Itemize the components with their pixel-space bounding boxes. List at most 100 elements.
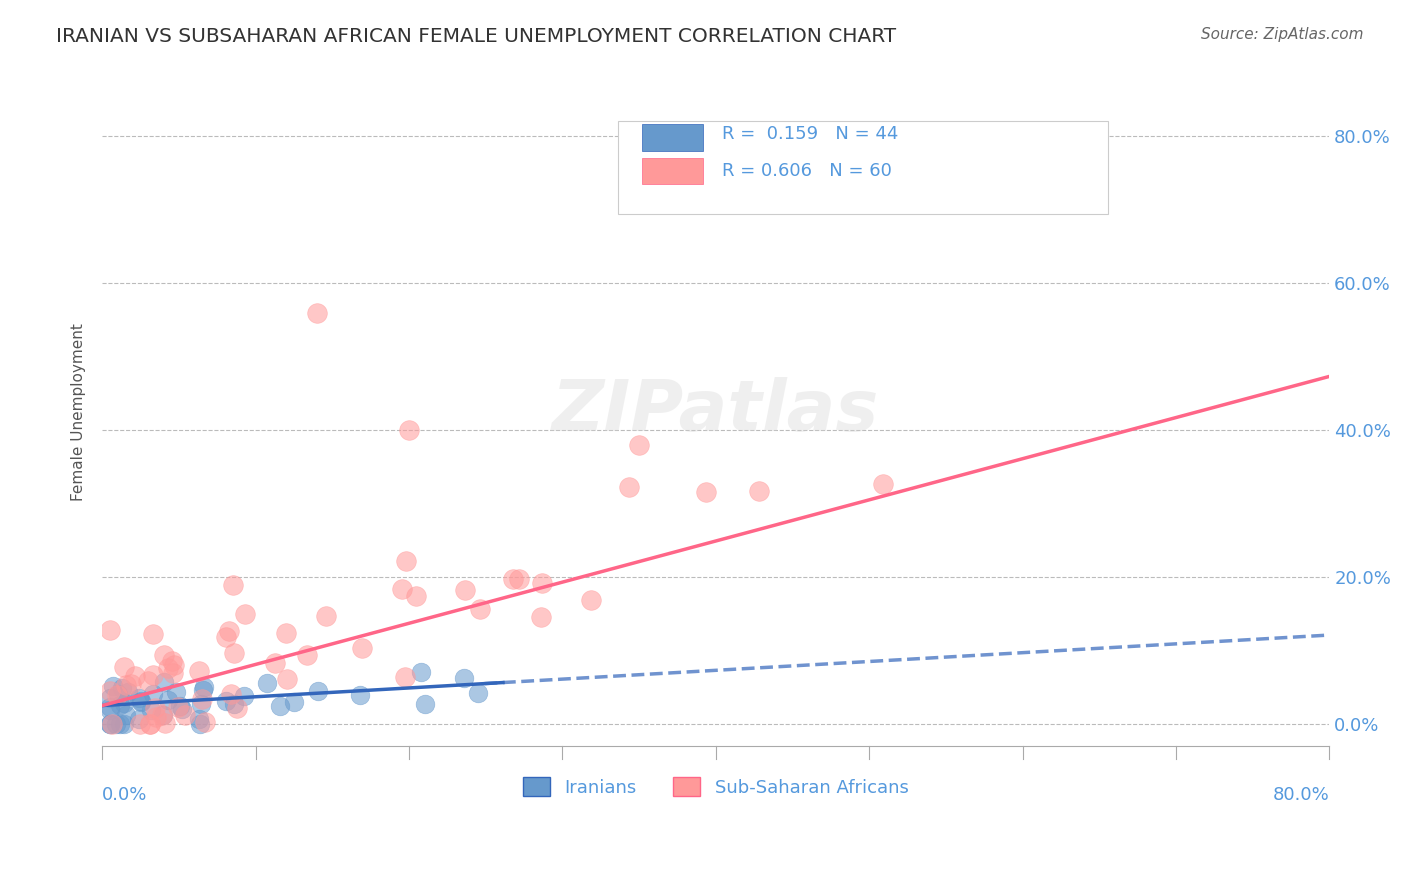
Point — [112, 660, 135, 674]
Point — [191, 683, 214, 698]
Point — [174, 707, 197, 722]
Point — [415, 697, 437, 711]
Point — [112, 696, 135, 710]
Point — [128, 690, 150, 705]
Point — [98, 717, 121, 731]
Point — [111, 681, 134, 695]
Y-axis label: Female Unemployment: Female Unemployment — [72, 323, 86, 500]
Point — [124, 668, 146, 682]
Point — [98, 690, 121, 705]
Point — [305, 305, 328, 319]
Point — [283, 695, 305, 709]
Point — [502, 573, 524, 587]
Point — [114, 677, 136, 691]
Point — [218, 624, 240, 639]
Point — [350, 641, 373, 656]
Point — [129, 695, 152, 709]
Point — [269, 698, 291, 713]
Point — [215, 630, 238, 644]
Point — [187, 712, 209, 726]
Point — [98, 703, 121, 717]
Point — [405, 589, 427, 603]
Point — [139, 717, 162, 731]
Point — [748, 483, 770, 498]
Point — [188, 665, 211, 679]
Point — [454, 583, 477, 598]
Point — [276, 626, 298, 640]
Text: 0.0%: 0.0% — [103, 786, 148, 804]
Point — [150, 708, 173, 723]
FancyBboxPatch shape — [643, 158, 703, 185]
Point — [628, 438, 651, 452]
Point — [453, 671, 475, 685]
Point — [143, 701, 166, 715]
Point — [98, 623, 121, 637]
Point — [105, 717, 128, 731]
Point — [163, 657, 186, 672]
Point — [165, 685, 187, 699]
Point — [128, 712, 150, 726]
Point — [619, 480, 641, 494]
Point — [98, 717, 121, 731]
Point — [105, 688, 128, 702]
Text: R =  0.159   N = 44: R = 0.159 N = 44 — [721, 125, 898, 144]
Point — [167, 700, 190, 714]
Point — [153, 648, 176, 662]
Text: R = 0.606   N = 60: R = 0.606 N = 60 — [721, 162, 891, 180]
Point — [872, 477, 894, 491]
Point — [169, 699, 191, 714]
Point — [579, 593, 602, 607]
Point — [162, 665, 184, 680]
Point — [117, 685, 139, 699]
Point — [103, 679, 125, 693]
Point — [188, 717, 211, 731]
Text: ZIPatlas: ZIPatlas — [553, 377, 879, 446]
Point — [157, 661, 180, 675]
Point — [307, 684, 329, 698]
Point — [222, 646, 245, 660]
Point — [395, 553, 418, 567]
Point — [1057, 188, 1080, 202]
Text: IRANIAN VS SUBSAHARAN AFRICAN FEMALE UNEMPLOYMENT CORRELATION CHART: IRANIAN VS SUBSAHARAN AFRICAN FEMALE UNE… — [56, 27, 897, 45]
Point — [215, 694, 238, 708]
Point — [98, 700, 121, 714]
Point — [112, 717, 135, 731]
Point — [172, 702, 194, 716]
Point — [224, 697, 246, 711]
Point — [530, 575, 553, 590]
Point — [411, 665, 433, 679]
Point — [467, 686, 489, 700]
Point — [508, 572, 530, 586]
Point — [129, 717, 152, 731]
FancyBboxPatch shape — [643, 124, 703, 151]
Point — [468, 602, 491, 616]
Point — [193, 680, 215, 694]
Point — [129, 694, 152, 708]
Point — [115, 707, 138, 722]
Point — [156, 692, 179, 706]
Point — [152, 707, 174, 722]
Point — [695, 484, 717, 499]
Point — [141, 703, 163, 717]
Point — [391, 582, 413, 596]
Legend: Iranians, Sub-Saharan Africans: Iranians, Sub-Saharan Africans — [516, 770, 915, 804]
Point — [142, 687, 165, 701]
Point — [297, 648, 319, 662]
Point — [160, 654, 183, 668]
Point — [394, 670, 416, 684]
Point — [142, 668, 165, 682]
Point — [190, 697, 212, 711]
Point — [139, 717, 162, 731]
Point — [349, 688, 371, 702]
Point — [107, 687, 129, 701]
Point — [153, 674, 176, 689]
Point — [222, 578, 245, 592]
Point — [110, 717, 132, 731]
Point — [194, 714, 217, 729]
Text: 80.0%: 80.0% — [1272, 786, 1329, 804]
Point — [276, 673, 298, 687]
Point — [101, 717, 124, 731]
Point — [110, 698, 132, 712]
Point — [398, 423, 420, 437]
Point — [529, 609, 551, 624]
